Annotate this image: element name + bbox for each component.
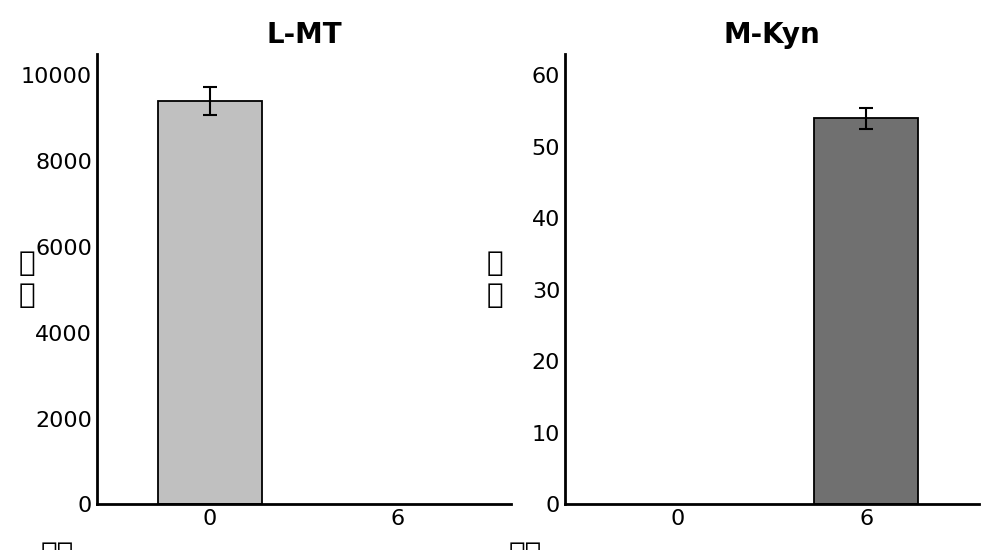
Text: 强
度: 强 度 [19,249,35,309]
Bar [158,101,262,504]
Text: 天数: 天数 [40,540,73,550]
Text: 强
度: 强 度 [487,249,503,309]
Bar [814,118,918,504]
Text: 天数: 天数 [508,540,542,550]
Title: L-MT: L-MT [266,21,342,49]
Title: M-Kyn: M-Kyn [724,21,821,49]
